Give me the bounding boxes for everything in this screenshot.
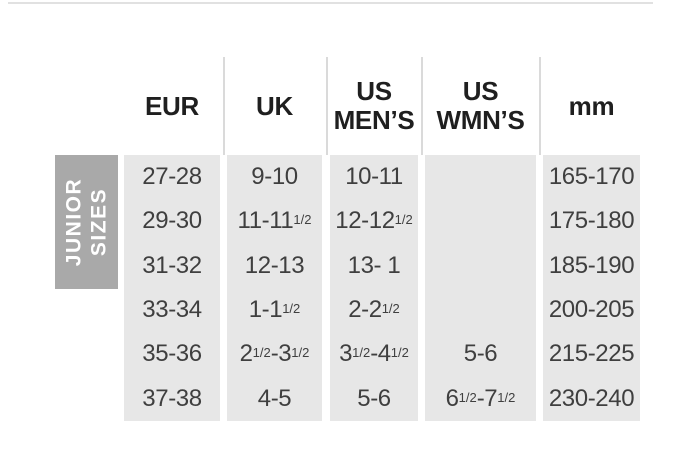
cell-us-mens-row4: 2-2 1/2 <box>348 296 400 324</box>
cell-eur-row4: 33-34 <box>142 296 202 324</box>
cell-eur-row1: 27-28 <box>142 163 202 191</box>
cell-mm-row2: 175-180 <box>548 207 635 235</box>
cell-eur-row3: 31-32 <box>142 251 202 279</box>
cell-uk-row3: 12-13 <box>244 251 305 279</box>
header-column-divider <box>421 57 423 155</box>
column-us-mens: 10-11 12-12 1/2 13- 1 2-2 1/2 3 1/2 -4 1/2 5-6 <box>330 155 418 421</box>
column-header-mm-line: mm <box>568 90 615 121</box>
cell-eur-row2: 29-30 <box>142 207 202 235</box>
junior-sizes-line2: SIZES <box>86 187 110 257</box>
column-header-mm: mm <box>543 57 640 155</box>
cell-us-mens-row3: 13- 1 <box>347 251 401 279</box>
column-header-eur-line: EUR <box>145 90 199 121</box>
column-eur: 27-28 29-30 31-32 33-34 35-36 37-38 <box>124 155 220 421</box>
header-column-divider <box>326 57 328 155</box>
column-header-uk-line: UK <box>256 90 293 121</box>
column-header-us-mens-line: US <box>356 76 392 107</box>
column-header-us-mens-line: MEN’S <box>333 105 415 135</box>
column-uk: 9-10 11-11 1/2 12-13 1-1 1/2 2 1/2 -3 1/2 4-5 <box>227 155 322 421</box>
cell-uk-row5: 2 1/2 -3 1/2 <box>239 340 310 368</box>
cell-uk-row1: 9-10 <box>251 163 298 191</box>
column-header-us-wmns-line: WMN’S <box>436 105 525 135</box>
junior-sizes-line1: JUNIOR <box>62 177 86 267</box>
header-column-divider <box>223 57 225 155</box>
junior-sizes-label: JUNIOR SIZES <box>55 155 118 289</box>
column-us-wmns: 5-6 6 1/2 -7 1/2 <box>425 155 536 421</box>
cell-mm-row4: 200-205 <box>548 296 635 324</box>
top-divider <box>8 2 653 4</box>
cell-mm-row3: 185-190 <box>548 251 635 279</box>
column-header-eur: EUR <box>124 57 220 155</box>
cell-uk-row4: 1-1 1/2 <box>248 296 301 324</box>
cell-eur-row6: 37-38 <box>142 384 202 412</box>
cell-us-wmns-row3 <box>425 244 536 288</box>
cell-mm-row6: 230-240 <box>548 384 635 412</box>
column-header-uk: UK <box>227 57 322 155</box>
cell-us-mens-row2: 12-12 1/2 <box>335 207 413 235</box>
column-header-us-wmns: US WMN’S <box>425 57 536 155</box>
cell-us-mens-row5: 3 1/2 -4 1/2 <box>339 340 409 368</box>
column-mm: 165-170 175-180 185-190 200-205 215-225 230-2… <box>543 155 640 421</box>
cell-us-wmns-row6: 6 1/2 -7 1/2 <box>445 384 516 412</box>
cell-us-wmns-row4 <box>425 288 536 332</box>
cell-uk-row6: 4-5 <box>257 384 292 412</box>
cell-eur-row5: 35-36 <box>142 340 202 368</box>
cell-us-mens-row1: 10-11 <box>345 163 403 191</box>
column-header-us-mens: US MEN’S <box>330 57 418 155</box>
column-header-us-wmns-line: US <box>462 76 499 107</box>
cell-us-wmns-row1 <box>425 155 536 199</box>
cell-mm-row1: 165-170 <box>548 163 635 191</box>
header-column-divider <box>539 57 541 155</box>
cell-us-wmns-row5: 5-6 <box>463 340 498 368</box>
junior-sizes-label-text: JUNIOR SIZES <box>55 155 118 289</box>
cell-us-wmns-row2 <box>425 199 536 243</box>
cell-uk-row2: 11-11 1/2 <box>237 207 312 235</box>
cell-mm-row5: 215-225 <box>548 340 635 368</box>
cell-us-mens-row6: 5-6 <box>357 384 391 412</box>
